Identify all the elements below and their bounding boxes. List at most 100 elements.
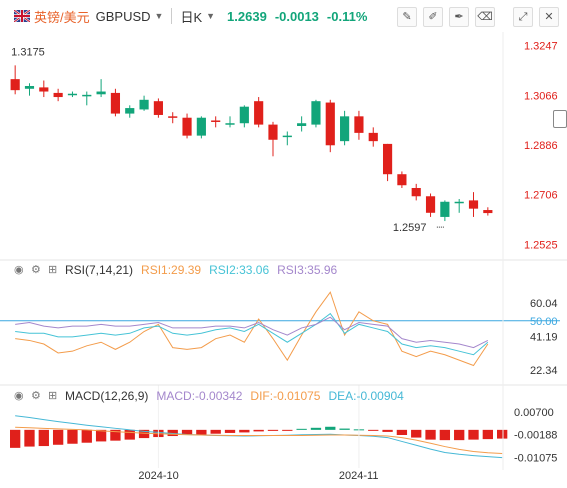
candle-body	[340, 116, 350, 142]
macd-histogram-bar	[368, 429, 379, 431]
price-change-percent: -0.11%	[326, 8, 368, 24]
eraser-icon[interactable]: ⌫	[475, 7, 495, 27]
candle-body	[311, 101, 321, 125]
draw-tool-icon[interactable]: ✎	[397, 7, 417, 27]
macd-histogram-bar	[439, 429, 451, 441]
expand-icon[interactable]: ⤢	[513, 7, 533, 27]
macd-histogram-bar	[454, 429, 465, 441]
macd-line-dea	[15, 426, 503, 455]
macd-value: MACD:-0.00342	[156, 389, 243, 403]
symbol-name[interactable]: 英镑/美元	[34, 9, 90, 25]
macd-axis-tick: -0.00188	[514, 430, 557, 442]
macd-histogram-bar	[310, 427, 322, 430]
rsi-line-rsi1	[15, 291, 489, 367]
macd-histogram-bar	[482, 429, 493, 440]
candle-body	[196, 117, 206, 136]
macd-histogram-bar	[181, 429, 193, 435]
macd-histogram-bar	[124, 429, 135, 440]
price-axis-tick: 1.3066	[524, 90, 558, 102]
symbol-code[interactable]: GBPUSD	[95, 8, 151, 24]
high-annotation: 1.3175	[11, 46, 45, 58]
rsi-axis-tick: 41.19	[530, 332, 558, 344]
grid-icon[interactable]: ⊞	[48, 389, 58, 402]
macd-histogram-bar	[210, 429, 221, 434]
candle-body	[468, 200, 479, 209]
rsi-axis-tick: 22.34	[530, 365, 558, 377]
macd-histogram-bar	[196, 429, 207, 435]
candle-body	[239, 106, 249, 124]
brush-icon[interactable]: ✒	[449, 7, 469, 27]
candle-body	[139, 99, 149, 110]
chart-header: 英镑/美元 GBPUSD ▼ 日K ▼ 1.2639 -0.0013 -0.11…	[0, 0, 567, 32]
macd-panel: 0.00700 -0.00188 -0.01075 2024-10 2024-11	[10, 385, 557, 482]
macd-histogram-bar	[224, 429, 236, 433]
settings-icon[interactable]: ⚙	[31, 389, 41, 402]
rsi1-value: RSI1:29.39	[141, 263, 202, 277]
candle-body	[425, 196, 436, 213]
rsi-line-rsi2	[15, 312, 489, 356]
macd-histogram-bar	[339, 428, 350, 430]
macd-histogram-bar	[167, 429, 178, 437]
candle-body	[53, 92, 63, 98]
macd-histogram-bar	[24, 429, 35, 447]
rsi-header: ◉ ⚙ ⊞ RSI(7,14,21) RSI1:29.39 RSI2:33.06…	[14, 263, 337, 277]
macd-histogram-bar	[81, 429, 92, 443]
timeframe-selector[interactable]: 日K	[180, 9, 203, 25]
low-annotation: 1.2597	[393, 222, 427, 234]
macd-histogram-bar	[396, 429, 408, 435]
candle-body	[24, 86, 35, 89]
candle-body	[411, 187, 421, 197]
macd-histogram-bar	[38, 429, 49, 447]
dea-value: DEA:-0.00904	[328, 389, 404, 403]
rsi-label: RSI(7,14,21)	[65, 263, 134, 277]
candle-body	[168, 116, 178, 118]
price-panel: 1.3247 1.3066 1.2886 1.2706 1.2525 1.3175 1.25…	[10, 41, 558, 251]
candle-body	[10, 79, 20, 91]
macd-label: MACD(12,26,9)	[65, 389, 149, 403]
price-axis-tick: 1.2706	[524, 190, 558, 202]
dif-value: DIF:-0.01075	[250, 389, 321, 403]
macd-histogram-bar	[52, 429, 64, 445]
macd-histogram-bar	[411, 429, 422, 438]
macd-histogram-bar	[110, 429, 121, 441]
last-price: 1.2639	[227, 8, 267, 24]
candle-body	[483, 210, 493, 214]
candle-body	[397, 174, 407, 186]
uk-flag-icon	[13, 9, 31, 23]
macd-axis-tick: 0.00700	[514, 407, 554, 419]
price-axis-tick: 1.2525	[524, 239, 558, 251]
candle-body	[110, 92, 121, 114]
macd-histogram-bar	[325, 426, 336, 430]
candle-body	[297, 123, 307, 126]
macd-histogram-bar	[296, 428, 307, 430]
timeframe-dropdown-icon[interactable]: ▼	[206, 11, 216, 21]
close-icon[interactable]: ✕	[539, 7, 559, 27]
candle-body	[67, 93, 78, 96]
divider	[171, 8, 173, 24]
macd-axis-tick: -0.01075	[514, 453, 557, 465]
rsi-axis-tick: 60.04	[530, 298, 558, 310]
eye-icon[interactable]: ◉	[14, 263, 24, 276]
candle-body	[454, 201, 464, 204]
candle-body	[82, 94, 92, 97]
macd-histogram-bar	[138, 429, 150, 439]
grid-icon[interactable]: ⊞	[48, 263, 58, 276]
macd-histogram-bar	[468, 429, 479, 440]
macd-histogram-bar	[267, 429, 279, 431]
candle-body	[382, 143, 393, 175]
symbol-dropdown-icon[interactable]: ▼	[154, 11, 164, 21]
macd-histogram-bar	[282, 429, 293, 431]
price-change: -0.0013	[274, 8, 319, 24]
macd-histogram-bar	[425, 429, 436, 440]
eye-icon[interactable]: ◉	[14, 389, 24, 402]
settings-icon[interactable]: ⚙	[31, 263, 41, 276]
rsi3-value: RSI3:35.96	[277, 263, 338, 277]
candle-body	[125, 108, 135, 114]
macd-header: ◉ ⚙ ⊞ MACD(12,26,9) MACD:-0.00342 DIF:-0…	[14, 389, 404, 403]
date-axis-tick: 2024-11	[339, 470, 379, 482]
pencil-icon[interactable]: ✐	[423, 7, 443, 27]
rsi2-value: RSI2:33.06	[209, 263, 270, 277]
candle-body	[211, 120, 221, 122]
candle-body	[182, 117, 192, 136]
